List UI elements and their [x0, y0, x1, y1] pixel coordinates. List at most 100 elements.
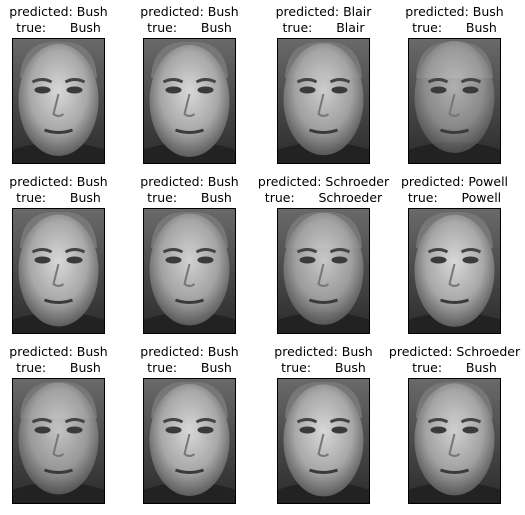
eye-left — [299, 426, 316, 434]
eye-right — [331, 256, 348, 264]
eye-left — [430, 86, 447, 94]
image-frame — [408, 208, 501, 334]
mouth — [308, 298, 339, 304]
true-label: true: Schroeder — [265, 190, 383, 205]
image-frame — [12, 208, 105, 334]
brows — [162, 418, 217, 424]
face-image — [143, 378, 236, 504]
true-label: true: Bush — [147, 190, 232, 205]
face — [18, 214, 99, 327]
nose — [52, 433, 65, 457]
true-label: true: Bush — [412, 360, 497, 375]
eye-right — [66, 86, 83, 94]
nose — [448, 433, 461, 457]
eye-left — [165, 256, 182, 264]
predicted-label: predicted: Bush — [140, 4, 238, 19]
face — [18, 382, 99, 495]
predicted-label: predicted: Powell — [401, 174, 508, 189]
face — [283, 212, 364, 325]
brows — [427, 418, 482, 424]
nose — [183, 263, 196, 287]
nose — [317, 93, 330, 117]
mouth — [174, 468, 205, 474]
eye-right — [197, 86, 214, 94]
nose — [317, 263, 330, 287]
face-image — [12, 208, 105, 334]
face-image — [12, 38, 105, 164]
image-frame — [143, 38, 236, 164]
face-image — [277, 208, 370, 334]
mouth — [439, 298, 470, 304]
predicted-label: predicted: Schroeder — [389, 344, 521, 359]
face — [18, 44, 99, 156]
predicted-label: predicted: Bush — [274, 344, 372, 359]
eye-left — [430, 256, 447, 264]
nose — [52, 263, 65, 287]
eye-left — [299, 256, 316, 264]
mouth — [43, 298, 74, 304]
eye-right — [66, 256, 83, 264]
true-label: true: Bush — [147, 20, 232, 35]
eye-left — [34, 426, 51, 434]
face — [149, 213, 230, 326]
image-frame — [408, 378, 501, 504]
brows — [427, 248, 482, 254]
eye-right — [462, 256, 479, 264]
predicted-label: predicted: Bush — [9, 4, 107, 19]
nose — [448, 93, 461, 117]
face-image — [408, 38, 501, 164]
mouth — [174, 298, 205, 304]
eye-right — [331, 86, 348, 94]
eye-right — [197, 256, 214, 264]
eye-right — [66, 426, 83, 434]
mouth — [439, 128, 470, 134]
nose — [52, 93, 65, 117]
predicted-label: predicted: Blair — [276, 4, 373, 19]
true-label: true: Bush — [16, 360, 101, 375]
brows — [296, 78, 351, 84]
brows — [427, 78, 482, 84]
mouth — [308, 468, 339, 474]
predicted-label: predicted: Bush — [9, 174, 107, 189]
face-image — [408, 378, 501, 504]
true-label: true: Bush — [412, 20, 497, 35]
predicted-label: predicted: Bush — [405, 4, 503, 19]
nose — [183, 433, 196, 457]
brows — [31, 418, 86, 424]
true-label: true: Bush — [16, 20, 101, 35]
face — [414, 214, 495, 327]
nose — [183, 93, 196, 117]
nose — [448, 263, 461, 287]
nose — [317, 433, 330, 457]
eye-left — [34, 86, 51, 94]
face-image — [12, 378, 105, 504]
eye-left — [299, 86, 316, 94]
brows — [162, 78, 217, 84]
image-frame — [277, 208, 370, 334]
eye-left — [430, 426, 447, 434]
image-frame — [408, 38, 501, 164]
mouth — [308, 128, 339, 134]
brows — [162, 248, 217, 254]
true-label: true: Bush — [147, 360, 232, 375]
true-label: true: Bush — [16, 190, 101, 205]
eye-right — [331, 426, 348, 434]
eye-right — [197, 426, 214, 434]
face — [149, 45, 230, 157]
image-frame — [277, 378, 370, 504]
face-image — [277, 38, 370, 164]
true-label: true: Blair — [282, 20, 365, 35]
brows — [31, 78, 86, 84]
image-frame — [12, 378, 105, 504]
